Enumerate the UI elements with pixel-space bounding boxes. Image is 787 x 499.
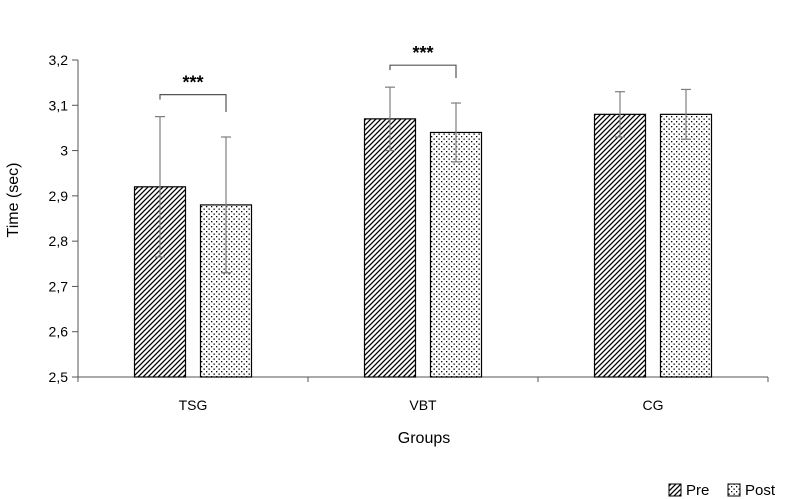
y-tick-label: 3,2 [49, 52, 69, 68]
y-tick-label: 2,9 [49, 188, 69, 204]
bar-post-cg [659, 113, 713, 378]
legend-label-pre: Pre [686, 482, 709, 499]
y-tick-label: 2,8 [49, 233, 69, 249]
legend-label-post: Post [745, 482, 776, 499]
significance-bracket [389, 64, 457, 79]
significance-annotations: *** *** [159, 43, 457, 112]
x-axis-label: Groups [398, 430, 450, 447]
legend: Pre Post [668, 482, 776, 499]
x-tick-label: TSG [179, 397, 208, 413]
y-tick-label: 3 [60, 143, 68, 159]
y-tick-label: 2,7 [49, 278, 69, 294]
y-axis-label: Time (sec) [5, 163, 22, 238]
significance-label: *** [182, 73, 203, 93]
x-axis: TSG VBT CG [77, 376, 769, 413]
y-axis: 2,5 2,6 2,7 2,8 2,9 3 3,1 3,2 [49, 52, 79, 385]
x-tick-label: VBT [409, 397, 437, 413]
bars [133, 86, 713, 378]
y-tick-label: 2,6 [49, 324, 69, 340]
bar-pre-cg [593, 113, 647, 378]
legend-swatch-post [727, 483, 741, 497]
bar-pre-vbt [363, 118, 417, 378]
legend-swatch-pre [668, 483, 682, 497]
bar-post-vbt [429, 131, 483, 378]
x-tick-label: CG [643, 397, 664, 413]
significance-label: *** [412, 43, 433, 63]
significance-bracket [159, 94, 227, 112]
y-tick-label: 2,5 [49, 369, 69, 385]
y-tick-label: 3,1 [49, 97, 69, 113]
